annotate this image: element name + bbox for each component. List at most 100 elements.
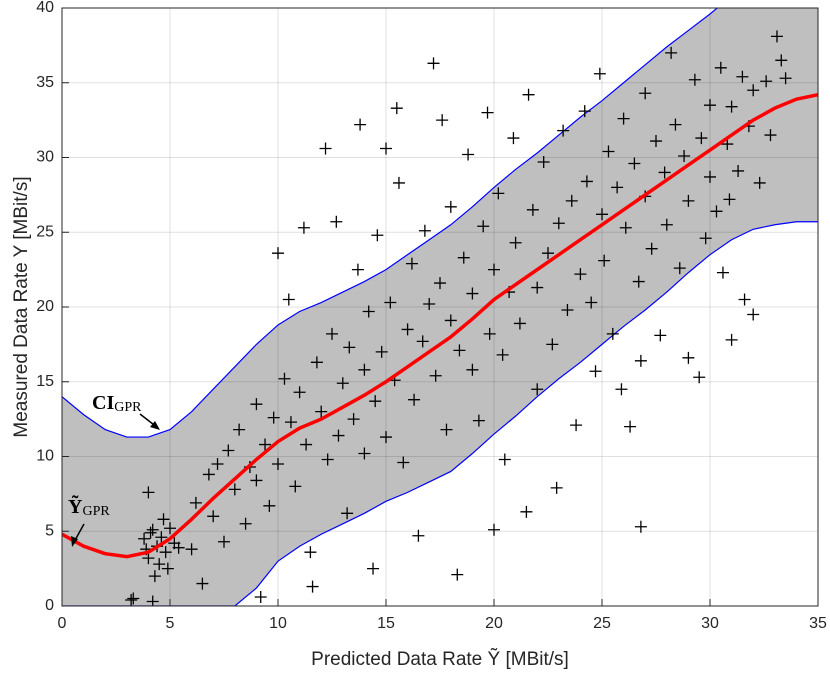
scatter-point <box>611 181 624 194</box>
scatter-point <box>142 552 155 565</box>
scatter-point <box>148 570 161 583</box>
scatter-point <box>267 411 280 424</box>
scatter-point <box>593 67 606 80</box>
scatter-point <box>436 114 449 127</box>
scatter-point <box>693 371 706 384</box>
scatter-point <box>164 522 176 535</box>
scatter-point <box>444 200 457 213</box>
scatter-point <box>142 486 155 499</box>
scatter-point <box>351 263 364 276</box>
scatter-point <box>531 281 544 294</box>
scatter-point <box>358 447 371 460</box>
scatter-point <box>598 254 611 267</box>
scatter-point <box>289 480 302 493</box>
scatter-point <box>138 532 151 545</box>
scatter-point <box>747 84 760 97</box>
scatter-point <box>332 429 345 442</box>
scatter-point <box>542 247 554 260</box>
y-tick-label: 10 <box>36 448 54 465</box>
scatter-point <box>580 175 593 188</box>
scatter-point <box>628 157 641 170</box>
x-axis-label: Predicted Data Rate Ỹ [MBit/s] <box>311 648 569 670</box>
scatter-point <box>617 112 630 125</box>
scatter-point <box>678 150 691 163</box>
scatter-point <box>390 102 403 115</box>
scatter-point <box>278 372 291 385</box>
scatter-point <box>574 268 587 281</box>
y-tick-label: 15 <box>36 373 54 390</box>
confidence-band <box>62 8 818 606</box>
scatter-point <box>272 457 284 470</box>
scatter-point <box>615 383 628 396</box>
scatter-point <box>218 535 230 548</box>
scatter-point <box>483 327 496 340</box>
y-tick-label: 5 <box>45 522 54 539</box>
annotation: CIGPR <box>92 392 142 416</box>
scatter-point <box>375 345 388 358</box>
gpr-fit <box>62 92 818 559</box>
scatter-point <box>699 232 712 245</box>
scatter-point <box>284 416 297 429</box>
scatter-point <box>682 194 695 207</box>
scatter-point <box>155 531 168 544</box>
scatter-point <box>354 118 367 131</box>
y-tick-label: 30 <box>36 149 54 166</box>
x-tick-label: 35 <box>809 615 827 632</box>
scatter-point <box>319 142 332 155</box>
scatter-point <box>578 105 591 118</box>
y-axis-label: Measured Data Rate Y [MBit/s] <box>11 176 32 437</box>
scatter-point <box>144 526 157 539</box>
plot-layer: 0 5 10 15 20 25 30 35 0 5 10 15 20 25 30 35 40 <box>36 0 827 632</box>
scatter-point <box>371 229 384 242</box>
scatter-point <box>669 118 682 131</box>
scatter-point <box>779 72 792 85</box>
scatter-point <box>498 453 511 466</box>
scatter-point <box>753 176 766 189</box>
scatter-point <box>233 423 246 436</box>
scatter-point <box>347 413 360 426</box>
scatter-point <box>451 568 464 581</box>
scatter-point <box>688 73 701 86</box>
scatter-point <box>716 266 729 279</box>
scatter-point <box>434 277 446 290</box>
scatter-point <box>602 145 615 158</box>
scatter-point <box>153 558 166 571</box>
scatter-point <box>589 365 602 378</box>
scatter-point <box>254 591 267 604</box>
scatter-point <box>384 296 397 309</box>
scatter-point <box>127 592 140 605</box>
scatter-point <box>570 419 583 432</box>
scatter-point <box>157 513 170 526</box>
y-tick-label: 25 <box>36 223 54 240</box>
plot-area <box>62 8 818 606</box>
scatter-point <box>423 298 436 311</box>
y-tick-label: 35 <box>36 74 54 91</box>
scatter-point <box>509 236 522 249</box>
scatter-point <box>723 193 736 206</box>
scatter-point <box>457 251 470 264</box>
y-tick-label: 20 <box>36 298 54 315</box>
band-edge <box>62 8 719 438</box>
scatter-point <box>764 129 777 142</box>
scatter-point <box>293 386 306 399</box>
scatter-point <box>343 341 356 354</box>
arrow-head <box>71 536 78 547</box>
scatter-point <box>561 303 574 316</box>
scatter-point <box>732 164 745 177</box>
scatter-point <box>358 363 371 376</box>
y-tick-label: 0 <box>45 597 54 614</box>
scatter-point <box>440 423 453 436</box>
scatter-point <box>477 220 490 233</box>
scatter-point <box>462 148 475 161</box>
scatter-point <box>492 187 505 200</box>
scatter-point <box>315 405 328 418</box>
scatter-point <box>557 124 570 137</box>
x-tick-label: 5 <box>166 615 175 632</box>
scatter-point <box>412 529 425 542</box>
scatter-point <box>416 335 429 348</box>
arrow-head <box>150 421 160 430</box>
scatter-point <box>704 99 716 112</box>
scatter-point <box>634 520 647 533</box>
scatter-point <box>401 323 414 336</box>
scatter-point <box>453 344 466 357</box>
